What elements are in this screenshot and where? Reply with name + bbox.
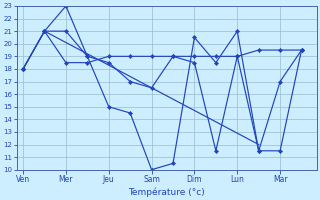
X-axis label: Température (°c): Température (°c): [128, 187, 205, 197]
